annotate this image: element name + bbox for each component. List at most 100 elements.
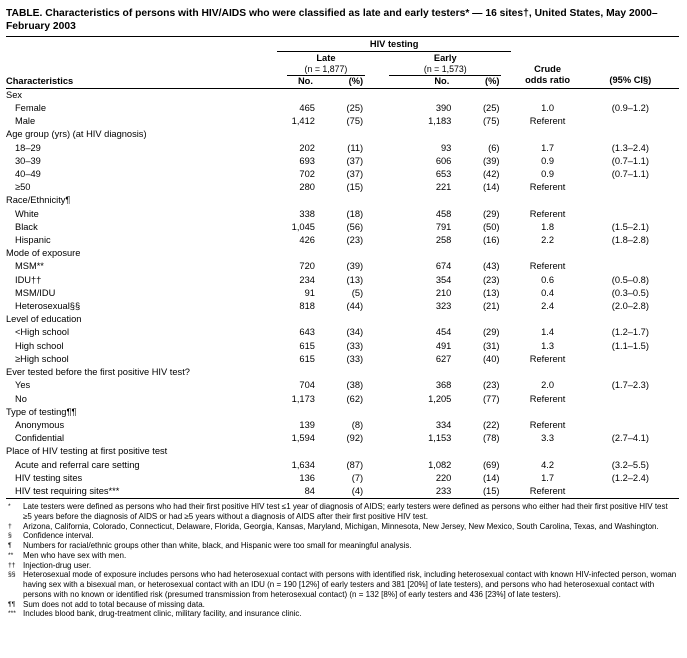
late-no-cell: 1,594 [291,433,315,444]
row-label: No [15,393,27,404]
early-pct-cell: (15) [482,485,500,496]
footnote: † Arizona, California, Colorado, Connecti… [8,522,677,532]
ci-cell [582,208,679,221]
ci-cell: (0.7–1.1) [611,155,649,166]
table-title: TABLE. Characteristics of persons with H… [6,8,658,33]
footnote-text: Arizona, California, Colorado, Connectic… [23,521,659,531]
early-pct-cell: (75) [482,116,500,127]
table-row: 30–39 693 (37) 606 (39) 0.9 (0.7–1.1) [6,155,679,168]
late-pct-cell: (33) [346,340,364,351]
ci-cell: (0.7–1.1) [611,169,649,180]
early-pct-cell: (42) [482,169,500,180]
late-no-cell: 338 [299,208,315,219]
late-pct-cell: (38) [346,380,364,391]
footnote-marker: §§ [8,571,16,579]
early-no-cell: 1,082 [428,459,452,470]
ci-cell: (1.7–2.3) [611,380,649,391]
early-pct-cell: (25) [482,103,500,114]
crude-or-cell: Referent [529,353,566,364]
row-label: Acute and referral care setting [15,459,140,470]
late-pct-cell: (11) [347,142,364,153]
early-group-header: Early (n = 1,573) [377,52,513,76]
ci-cell [582,485,679,499]
early-pct-cell: (21) [482,301,500,312]
late-pct-cell: (75) [346,116,364,127]
table-row: Female 465 (25) 390 (25) 1.0 (0.9–1.2) [6,102,679,115]
row-label: 40–49 [15,169,41,180]
late-pct-cell: (62) [346,393,364,404]
blank-header-cell [513,37,679,52]
crude-or-cell: Referent [529,485,566,496]
late-no-cell: 84 [304,485,315,496]
late-pct-cell: (8) [351,419,364,430]
late-pct-cell: (56) [346,221,364,232]
crude-or-cell: Referent [529,182,566,193]
crude-line-1: Crude [534,64,562,75]
crude-or-cell: 3.3 [541,433,555,444]
footnote-marker: *** [8,610,16,618]
ci-cell: (0.5–0.8) [611,274,649,285]
header-row-subgroup: Late (n = 1,877) Early (n = 1,573) Crude… [6,52,679,89]
row-label: HIV test requiring sites*** [15,485,120,496]
row-label: 30–39 [15,155,41,166]
footnote-marker: ¶ [8,542,12,550]
late-pct-cell: (7) [351,472,364,483]
early-pct-cell: (69) [482,459,500,470]
crude-or-cell: 1.7 [541,142,555,153]
section-row: Level of education [6,313,679,326]
crude-or-cell: 1.0 [541,103,555,114]
late-pct-cell: (5) [351,287,364,298]
ci-cell [582,115,679,128]
early-pct-cell: (16) [482,235,500,246]
footnote-marker: * [8,503,11,511]
early-pct-cell: (31) [482,340,500,351]
row-label: Yes [15,380,31,391]
crude-or-cell: 4.2 [541,459,555,470]
late-no-cell: 136 [299,472,315,483]
table-row: IDU†† 234 (13) 354 (23) 0.6 (0.5–0.8) [6,274,679,287]
early-no-cell: 233 [435,485,452,496]
section-row: Race/Ethnicity¶ [6,194,679,207]
late-no-cell: 234 [299,274,315,285]
table-row: MSM/IDU 91 (5) 210 (13) 0.4 (0.3–0.5) [6,287,679,300]
late-pct-cell: (87) [346,459,364,470]
table-page: TABLE. Characteristics of persons with H… [6,8,679,618]
column-header-pct-early: (%) [459,75,514,89]
late-no-cell: 280 [299,182,315,193]
late-pct-cell: (18) [346,208,364,219]
row-label: 18–29 [15,142,41,153]
early-no-cell: 674 [435,261,452,272]
late-pct-cell: (34) [346,327,364,338]
late-pct-cell: (92) [346,433,364,444]
footnote: § Confidence interval. [8,531,677,541]
early-no-cell: 334 [435,419,452,430]
table-row: 18–29 202 (11) 93 (6) 1.7 (1.3–2.4) [6,142,679,155]
footnote-text: Men who have sex with men. [23,550,127,560]
early-no-cell: 323 [435,301,452,312]
early-no-cell: 1,183 [428,116,452,127]
early-no-cell: 354 [435,274,452,285]
section-header: Sex [6,89,23,100]
late-no-cell: 91 [304,287,315,298]
crude-or-cell: 0.9 [541,155,555,166]
early-no-cell: 220 [435,472,452,483]
early-no-cell: 368 [435,380,452,391]
ci-cell [582,419,679,432]
table-row: HIV testing sites 136 (7) 220 (14) 1.7 (1.2–2.… [6,472,679,485]
table-row: ≥High school 615 (33) 627 (40) Referent [6,353,679,366]
row-label: IDU†† [15,274,42,285]
late-no-cell: 818 [299,301,315,312]
crude-or-cell: 1.7 [541,472,555,483]
row-label: Heterosexual§§ [15,301,81,312]
section-header: Race/Ethnicity¶ [6,195,71,206]
section-header: Place of HIV testing at first positive t… [6,446,168,457]
early-no-cell: 491 [435,340,452,351]
late-no-cell: 720 [299,261,315,272]
ci-cell [582,353,679,366]
early-no-cell: 221 [435,182,452,193]
crude-or-cell: 2.0 [541,380,555,391]
early-no-cell: 1,153 [428,433,452,444]
table-row: No 1,173 (62) 1,205 (77) Referent [6,393,679,406]
late-no-cell: 702 [299,169,315,180]
header-row-columns: Characteristics No. (%) No. (%) [6,75,679,89]
